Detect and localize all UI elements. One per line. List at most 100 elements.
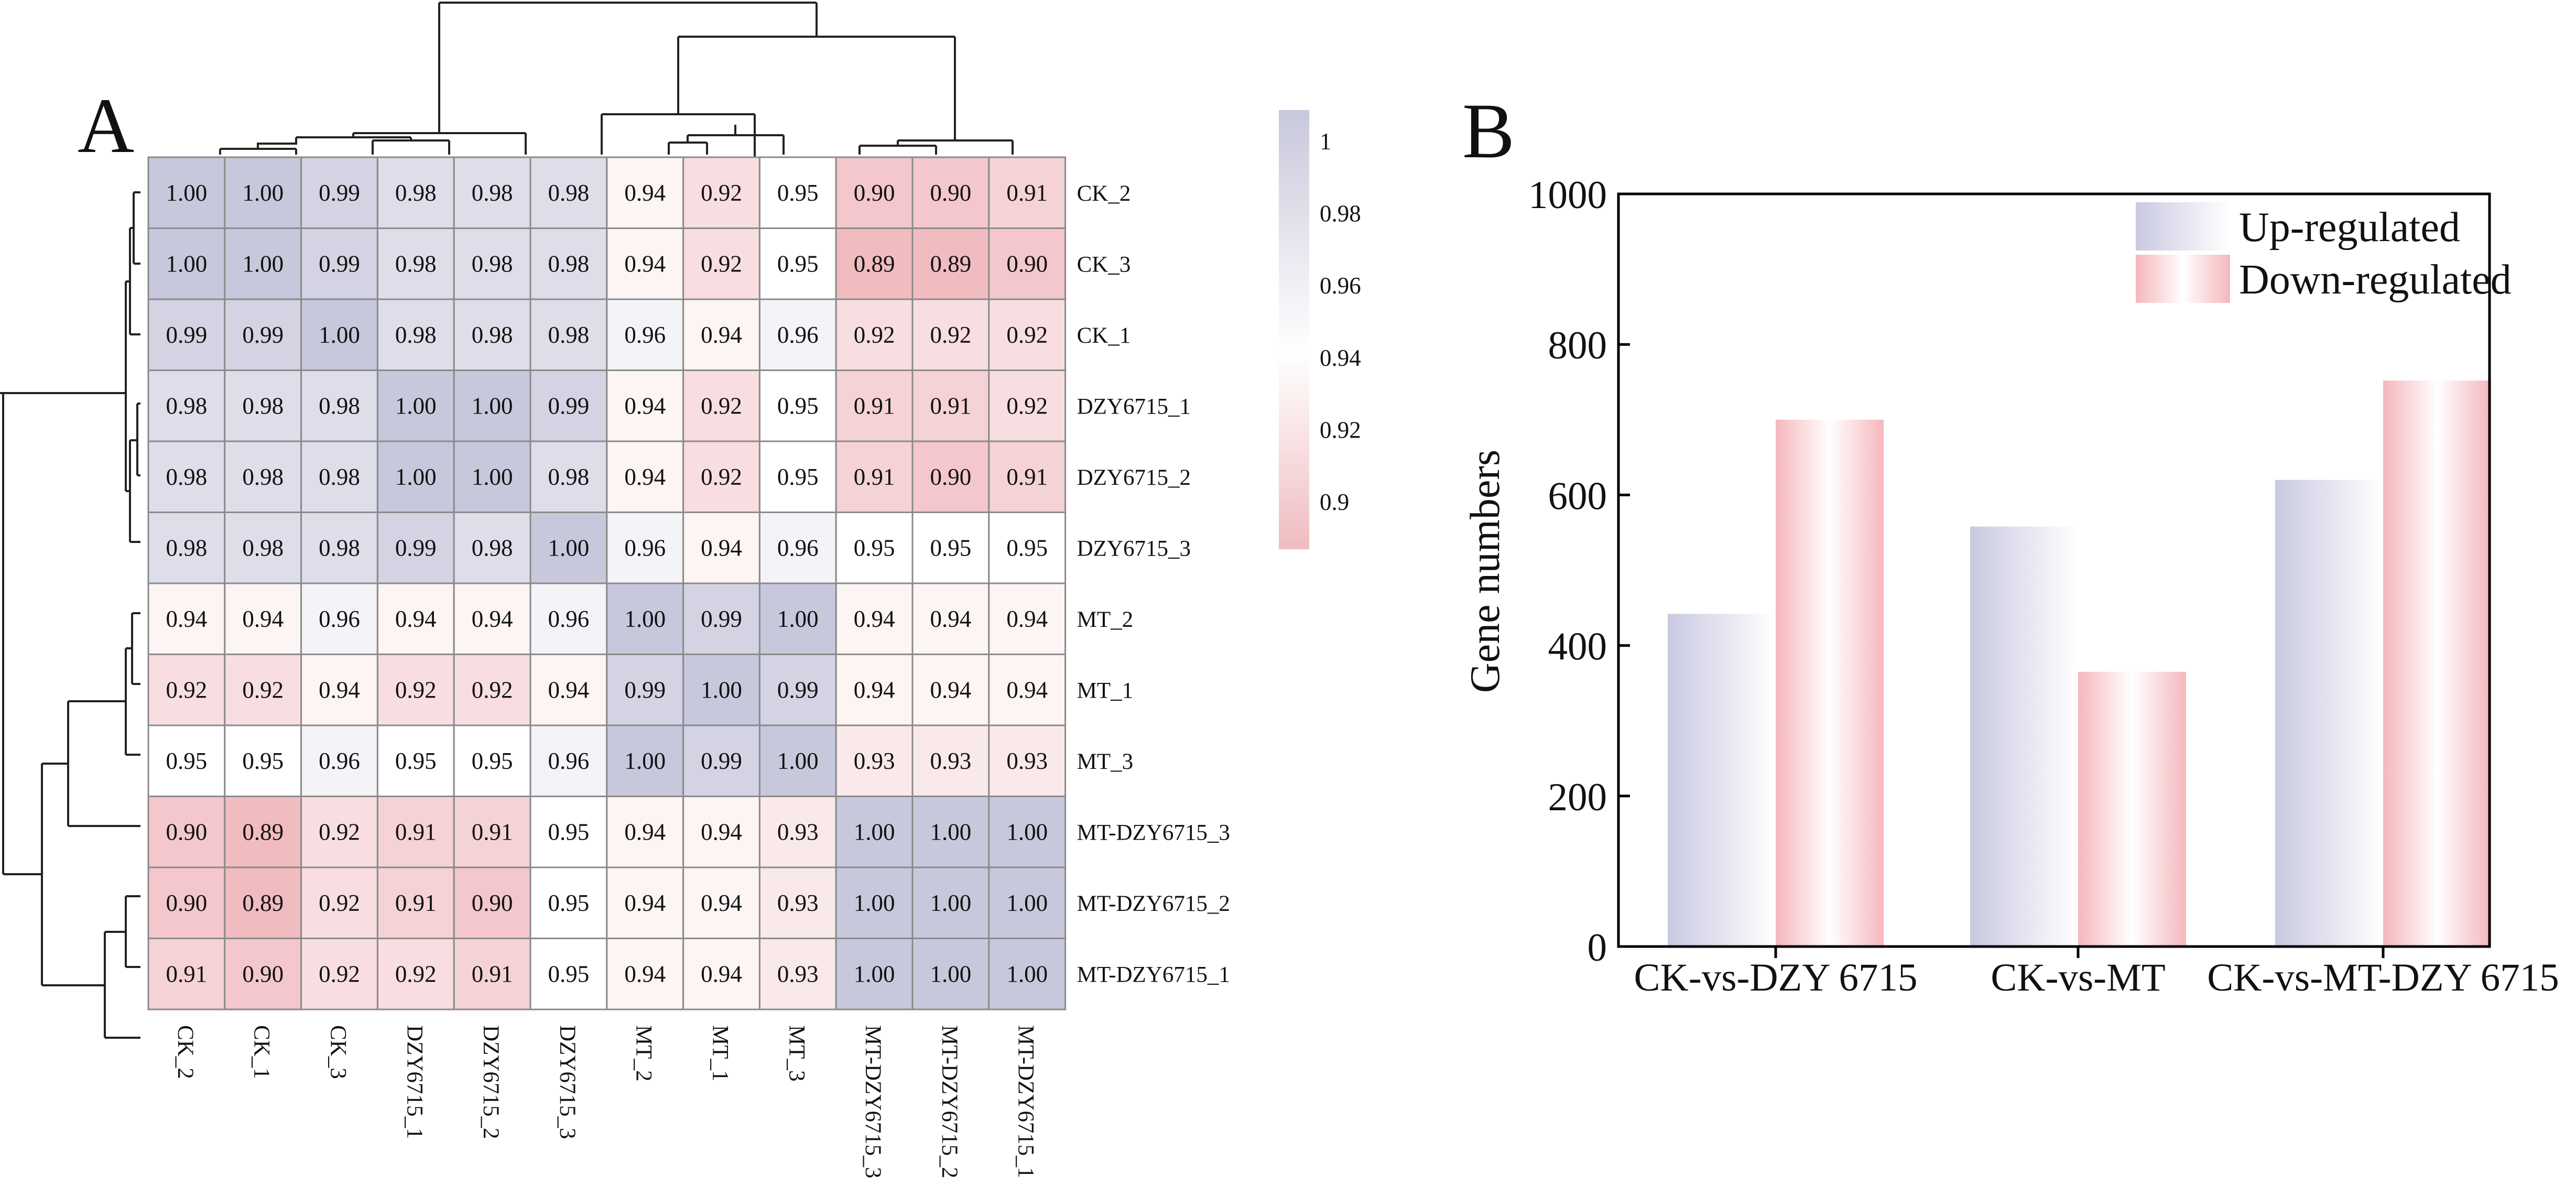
heatmap-cell-value: 0.98 — [319, 393, 360, 419]
row-label: MT_1 — [1077, 678, 1134, 703]
heatmap-cell-value: 0.92 — [472, 677, 513, 703]
heatmap-cell-value: 0.91 — [395, 890, 437, 916]
heatmap-cell-value: 0.92 — [319, 961, 360, 987]
legend: Up-regulated Down-regulated — [2136, 202, 2512, 303]
heatmap-cell-value: 0.98 — [166, 535, 208, 561]
heatmap-cell — [529, 227, 608, 300]
heatmap-cell-value: 0.90 — [930, 464, 972, 490]
heatmap-cell — [300, 298, 378, 371]
color-scale-tick: 0.98 — [1320, 201, 1361, 227]
heatmap-cell-value: 0.91 — [472, 819, 513, 845]
heatmap-cell-value: 1.00 — [395, 393, 437, 419]
heatmap-cell-value: 0.98 — [548, 322, 590, 348]
heatmap-cell-value: 0.93 — [777, 819, 819, 845]
heatmap-cell — [682, 440, 760, 513]
heatmap-cell-value: 0.98 — [548, 180, 590, 206]
y-tick-label: 600 — [1548, 474, 1607, 518]
heatmap-cell-value: 0.94 — [701, 819, 742, 845]
y-axis-title: Gene numbers — [1462, 450, 1508, 693]
heatmap-cell-value: 0.91 — [166, 961, 208, 987]
y-axis: 0 200 400 600 800 1000 — [1528, 173, 1630, 970]
heatmap-cell-value: 1.00 — [472, 393, 513, 419]
heatmap-cell — [529, 156, 608, 229]
heatmap-cell-value: 0.92 — [701, 464, 742, 490]
heatmap-cell-value: 0.99 — [777, 677, 819, 703]
heatmap-cell-value: 0.94 — [624, 180, 666, 206]
heatmap-cell-value: 0.91 — [395, 819, 437, 845]
heatmap-row-labels: CK_2 CK_3 CK_1 DZY6715_1 DZY6715_2 DZY6715_3 M… — [1077, 181, 1230, 987]
heatmap-cell — [453, 938, 531, 1010]
heatmap-cell-value: 0.92 — [166, 677, 208, 703]
plot-frame — [1617, 192, 2491, 948]
heatmap-cell-value: 0.98 — [548, 251, 590, 277]
heatmap-cell — [529, 369, 608, 442]
heatmap-cell-value: 0.95 — [854, 535, 895, 561]
row-label: DZY6715_1 — [1077, 394, 1191, 419]
heatmap-cell — [911, 724, 990, 797]
heatmap-cell-value: 0.95 — [472, 748, 513, 774]
panel-a: A — [0, 2, 1361, 1178]
y-tick-label: 800 — [1548, 324, 1607, 367]
heatmap-cell-value: 0.96 — [624, 535, 666, 561]
bar-up-regulated — [1970, 526, 2078, 947]
heatmap-cell — [758, 512, 837, 584]
bar-down-regulated — [2078, 671, 2186, 947]
heatmap-cell — [606, 369, 684, 442]
heatmap-cell — [911, 938, 990, 1010]
heatmap-cell — [453, 582, 531, 655]
heatmap-cell — [988, 227, 1067, 300]
heatmap-cell-value: 0.92 — [1006, 393, 1048, 419]
color-scale-ticks: 1 0.98 0.96 0.94 0.92 0.9 — [1320, 128, 1361, 515]
heatmap-cell-value: 0.95 — [930, 535, 972, 561]
heatmap-cell-value: 0.94 — [472, 606, 513, 632]
heatmap-cell — [376, 227, 455, 300]
heatmap-cell — [529, 512, 608, 584]
y-tick-label: 1000 — [1528, 173, 1607, 217]
heatmap-cell-value: 0.99 — [701, 606, 742, 632]
bar-down-regulated — [1776, 419, 1884, 947]
heatmap-cell-value: 0.92 — [701, 251, 742, 277]
heatmap-cell-value: 0.93 — [777, 961, 819, 987]
bar-down-regulated — [2383, 380, 2491, 947]
heatmap-cell — [147, 654, 226, 726]
heatmap-cell — [300, 156, 378, 229]
heatmap-cell — [758, 369, 837, 442]
heatmap-cell-value: 0.94 — [1006, 677, 1048, 703]
row-label: CK_3 — [1077, 252, 1131, 277]
heatmap-cell-value: 0.98 — [319, 535, 360, 561]
heatmap-cell-value: 0.94 — [701, 890, 742, 916]
heatmap-cell — [300, 866, 378, 939]
heatmap-cell — [988, 654, 1067, 726]
heatmap-cell — [529, 582, 608, 655]
heatmap-cell — [147, 724, 226, 797]
column-label: DZY6715_3 — [555, 1025, 580, 1139]
color-scale-tick: 0.9 — [1320, 489, 1349, 515]
x-tick-label: CK-vs-MT — [1991, 956, 2165, 999]
heatmap-cell-value: 0.95 — [395, 748, 437, 774]
heatmap-cell-value: 0.98 — [166, 464, 208, 490]
panel-b-label: B — [1462, 88, 1515, 175]
column-label: MT_1 — [708, 1025, 733, 1082]
heatmap-cell — [224, 796, 302, 868]
y-tick-label: 0 — [1588, 926, 1607, 970]
color-scale-tick: 0.96 — [1320, 273, 1361, 299]
heatmap-cell — [988, 156, 1067, 229]
column-dendrogram — [219, 2, 1014, 157]
heatmap-cell — [300, 654, 378, 726]
heatmap-cell — [911, 654, 990, 726]
heatmap-cell-value: 0.98 — [319, 464, 360, 490]
heatmap-cell-value: 0.92 — [242, 677, 284, 703]
heatmap-cell-value: 0.93 — [854, 748, 895, 774]
heatmap-cell-value: 0.96 — [319, 606, 360, 632]
heatmap-cell — [835, 156, 914, 229]
heatmap-cell-value: 0.94 — [548, 677, 590, 703]
heatmap-cell-value: 0.94 — [854, 606, 895, 632]
heatmap-cell — [911, 227, 990, 300]
row-label: MT_3 — [1077, 749, 1134, 774]
heatmap-cell-value: 1.00 — [777, 748, 819, 774]
heatmap-cell-value: 0.91 — [1006, 180, 1048, 206]
heatmap-cell — [453, 298, 531, 371]
heatmap-cell-value: 0.92 — [319, 819, 360, 845]
heatmap-cell — [835, 582, 914, 655]
